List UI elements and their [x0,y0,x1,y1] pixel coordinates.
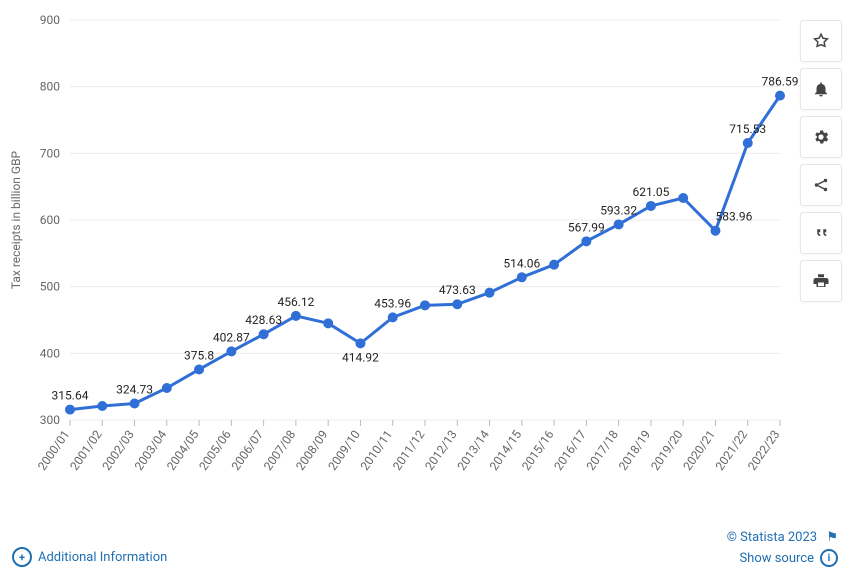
svg-text:400: 400 [40,346,60,360]
svg-text:473.63: 473.63 [439,283,476,297]
cite-button[interactable] [800,212,842,254]
svg-text:800: 800 [40,80,60,94]
svg-text:2019/20: 2019/20 [648,427,686,472]
svg-text:514.06: 514.06 [503,256,540,270]
copyright-line: © Statista 2023 ⚑ [727,530,838,545]
additional-info-label: Additional Information [38,550,167,565]
svg-text:375.8: 375.8 [184,348,214,362]
svg-text:2018/19: 2018/19 [616,428,654,473]
svg-text:315.64: 315.64 [52,389,89,403]
plus-icon: + [12,547,32,567]
svg-text:2021/22: 2021/22 [713,427,751,472]
svg-text:456.12: 456.12 [277,295,314,309]
show-source-label: Show source [739,551,814,566]
svg-text:700: 700 [40,146,60,160]
show-source-link[interactable]: Show source i [739,549,838,567]
svg-text:2014/15: 2014/15 [487,427,525,472]
settings-button[interactable] [800,116,842,158]
svg-text:2005/06: 2005/06 [196,427,234,472]
svg-text:428.63: 428.63 [245,313,282,327]
print-icon [812,272,830,290]
svg-text:2013/14: 2013/14 [454,427,492,472]
svg-text:2012/13: 2012/13 [422,428,460,473]
svg-text:583.96: 583.96 [715,210,752,224]
svg-text:2006/07: 2006/07 [229,427,267,472]
svg-text:2017/18: 2017/18 [584,427,622,472]
footer-right: © Statista 2023 ⚑ Show source i [727,530,838,567]
flag-icon[interactable]: ⚑ [826,530,838,545]
svg-text:2016/17: 2016/17 [551,427,589,472]
svg-text:786.59: 786.59 [762,75,799,89]
chart-stage: 300 400 500 600 700 800 900 Tax receipts in bil… [0,0,850,577]
copyright-text: © Statista 2023 [727,530,817,545]
svg-text:900: 900 [40,13,60,27]
svg-text:2007/08: 2007/08 [261,427,299,472]
svg-text:300: 300 [40,413,60,427]
svg-text:453.96: 453.96 [374,296,411,310]
chart-footer: + Additional Information © Statista 2023… [12,530,838,567]
action-bar [800,20,842,302]
chart-svg: 300 400 500 600 700 800 900 Tax receipts in bil… [0,0,850,520]
svg-text:2000/01: 2000/01 [35,428,73,473]
quote-icon [812,224,830,242]
svg-text:500: 500 [40,280,60,294]
svg-text:414.92: 414.92 [342,350,379,364]
svg-text:2003/04: 2003/04 [132,427,170,472]
svg-text:2002/03: 2002/03 [99,428,137,473]
print-button[interactable] [800,260,842,302]
share-icon [812,176,830,194]
additional-info-link[interactable]: + Additional Information [12,547,167,567]
info-icon: i [820,549,838,567]
svg-text:402.87: 402.87 [213,330,250,344]
svg-text:593.32: 593.32 [600,203,637,217]
svg-text:715.53: 715.53 [729,122,766,136]
bell-icon [812,80,830,98]
star-icon [812,32,830,50]
gear-icon [812,128,830,146]
svg-text:621.05: 621.05 [632,185,669,199]
svg-text:2011/12: 2011/12 [390,427,428,472]
share-button[interactable] [800,164,842,206]
svg-text:2008/09: 2008/09 [293,428,331,473]
svg-text:567.99: 567.99 [568,220,605,234]
svg-text:Tax receipts in billion GBP: Tax receipts in billion GBP [9,150,23,289]
svg-text:2010/11: 2010/11 [358,428,396,473]
svg-text:2001/02: 2001/02 [67,427,105,472]
svg-text:2022/23: 2022/23 [745,428,783,473]
svg-text:2020/21: 2020/21 [680,428,718,473]
svg-text:2004/05: 2004/05 [164,427,202,472]
svg-text:2009/10: 2009/10 [325,427,363,472]
svg-text:324.73: 324.73 [116,383,153,397]
favorite-button[interactable] [800,20,842,62]
svg-text:600: 600 [40,213,60,227]
notify-button[interactable] [800,68,842,110]
svg-text:2015/16: 2015/16 [519,427,557,472]
